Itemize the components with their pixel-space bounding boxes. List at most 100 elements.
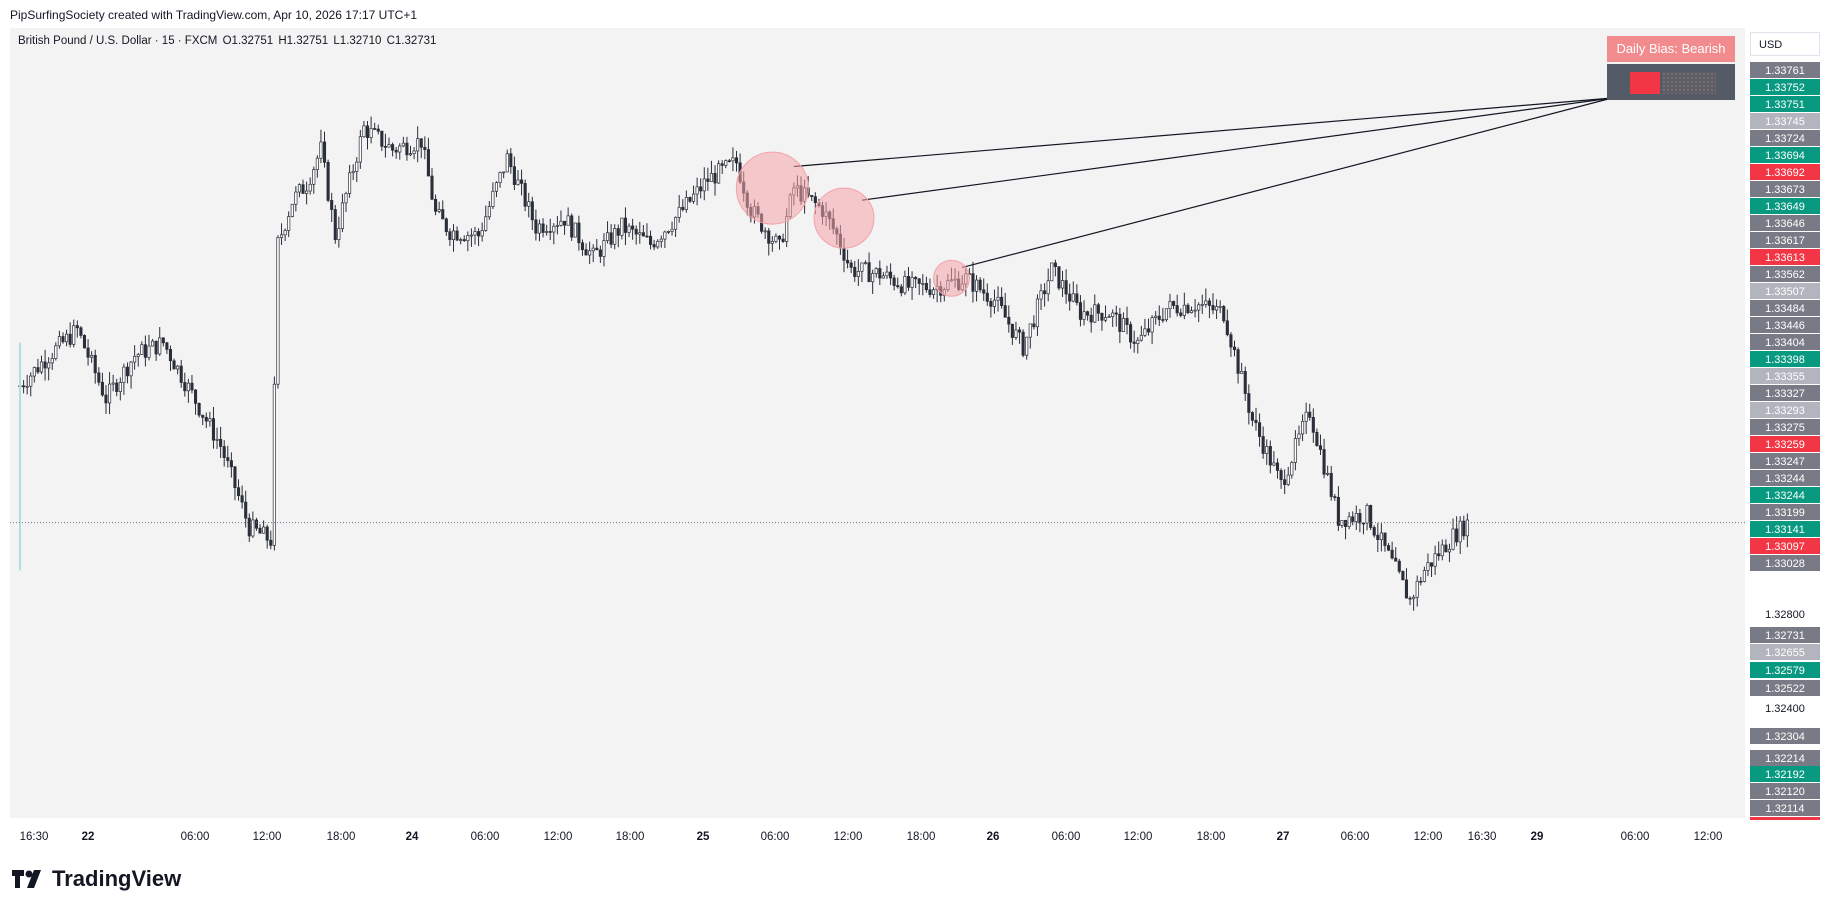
x-axis-tick: 24 bbox=[406, 831, 419, 843]
price-label: 1.32214 bbox=[1765, 753, 1805, 765]
candle-body bbox=[1429, 562, 1434, 567]
price-label: 1.32731 bbox=[1765, 630, 1805, 642]
bias-connector-line bbox=[962, 97, 1613, 269]
candle-body bbox=[165, 342, 169, 350]
candle-body bbox=[466, 235, 470, 242]
candle-body bbox=[1390, 549, 1394, 559]
candle-body bbox=[387, 144, 391, 148]
candle-body bbox=[247, 517, 251, 537]
candle-body bbox=[541, 223, 545, 233]
candle-body bbox=[1344, 520, 1348, 527]
price-label: 1.32579 bbox=[1765, 665, 1805, 677]
candle-body bbox=[1455, 528, 1459, 543]
candle-body bbox=[244, 501, 248, 519]
candle-body bbox=[674, 217, 678, 230]
candle-body bbox=[100, 381, 104, 396]
candle-body bbox=[1275, 462, 1280, 471]
price-label-bg bbox=[1750, 62, 1820, 78]
chart-attribution: PipSurfingSociety created with TradingVi… bbox=[10, 8, 418, 22]
candle-body bbox=[853, 266, 857, 277]
candle-body bbox=[598, 249, 602, 257]
price-label-bg bbox=[1750, 181, 1820, 197]
candle-body bbox=[118, 382, 122, 392]
candle-body bbox=[1043, 290, 1047, 295]
candle-body bbox=[713, 173, 717, 184]
candle-body bbox=[430, 175, 434, 200]
candle-body bbox=[383, 146, 387, 148]
candle-body bbox=[1376, 534, 1380, 541]
x-axis-tick: 16:30 bbox=[20, 831, 49, 843]
candle-body bbox=[878, 268, 882, 279]
price-label-bg bbox=[1750, 662, 1820, 678]
candle-body bbox=[1354, 513, 1358, 522]
candle-body bbox=[731, 157, 735, 162]
candle-body bbox=[860, 262, 864, 272]
candle-body bbox=[666, 231, 670, 233]
price-label: 1.33244 bbox=[1765, 473, 1805, 485]
candle-body bbox=[1132, 341, 1136, 344]
candle-body bbox=[279, 234, 284, 238]
price-label-bg bbox=[1750, 334, 1820, 350]
candle-body bbox=[588, 250, 592, 256]
candle-body bbox=[1017, 329, 1022, 333]
candle-body bbox=[398, 145, 402, 153]
price-label-bg bbox=[1750, 385, 1820, 401]
candle-body bbox=[219, 438, 223, 447]
candle-body bbox=[1365, 505, 1369, 524]
candle-body bbox=[455, 230, 459, 241]
candle-body bbox=[1301, 421, 1305, 435]
candle-body bbox=[523, 183, 527, 207]
candle-body bbox=[190, 382, 194, 391]
open-value: O1.32751 bbox=[222, 35, 274, 47]
candle-body bbox=[648, 235, 653, 245]
tradingview-brand-text: TradingView bbox=[52, 866, 182, 891]
candle-body bbox=[724, 160, 728, 166]
candle-body bbox=[1071, 293, 1075, 302]
price-label-bg bbox=[1750, 147, 1820, 163]
price-label-bg bbox=[1750, 283, 1820, 299]
candle-body bbox=[226, 457, 230, 461]
candle-body bbox=[1361, 522, 1366, 525]
price-label: 1.33752 bbox=[1765, 82, 1805, 94]
candle-body bbox=[1272, 462, 1276, 466]
candle-body bbox=[265, 526, 269, 541]
candle-body bbox=[301, 184, 305, 194]
candle-body bbox=[1236, 349, 1240, 374]
x-axis-tick: 06:00 bbox=[1052, 831, 1081, 843]
x-axis-tick: 12:00 bbox=[1124, 831, 1153, 843]
candle-body bbox=[140, 344, 144, 355]
price-label-bg bbox=[1750, 504, 1820, 520]
price-label: 1.33244 bbox=[1765, 490, 1805, 502]
candle-body bbox=[702, 178, 706, 192]
candle-body bbox=[537, 223, 542, 234]
candle-body bbox=[1290, 462, 1294, 476]
candle-body bbox=[93, 355, 97, 374]
price-label-bg bbox=[1750, 317, 1820, 333]
low-value: L1.32710 bbox=[333, 35, 382, 47]
price-label: 1.33694 bbox=[1765, 150, 1805, 162]
candle-body bbox=[1039, 290, 1043, 300]
candle-body bbox=[1401, 570, 1405, 581]
price-label: 1.33692 bbox=[1765, 167, 1805, 179]
candle-body bbox=[656, 241, 660, 248]
price-label: 1.33398 bbox=[1765, 354, 1805, 366]
candle-body bbox=[903, 276, 907, 294]
candle-body bbox=[1118, 313, 1122, 332]
price-label: 1.33404 bbox=[1765, 337, 1805, 349]
candle-body bbox=[183, 382, 187, 392]
price-label-bg bbox=[1750, 215, 1820, 231]
x-axis-tick: 26 bbox=[987, 831, 1000, 843]
candle-body bbox=[340, 202, 344, 229]
candle-body bbox=[1225, 320, 1229, 336]
candle-body bbox=[294, 191, 298, 205]
candle-body bbox=[1369, 505, 1373, 528]
bias-connector-line bbox=[793, 97, 1613, 168]
candle-body bbox=[1308, 411, 1312, 418]
x-axis-tick: 27 bbox=[1277, 831, 1290, 843]
candle-body bbox=[889, 271, 893, 279]
symbol-legend[interactable]: British Pound / U.S. Dollar · 15 · FXCM … bbox=[18, 35, 436, 47]
currency-button[interactable]: USD bbox=[1750, 32, 1820, 56]
candle-body bbox=[1358, 513, 1362, 524]
price-label: 1.33293 bbox=[1765, 405, 1805, 417]
candle-body bbox=[1283, 479, 1287, 485]
